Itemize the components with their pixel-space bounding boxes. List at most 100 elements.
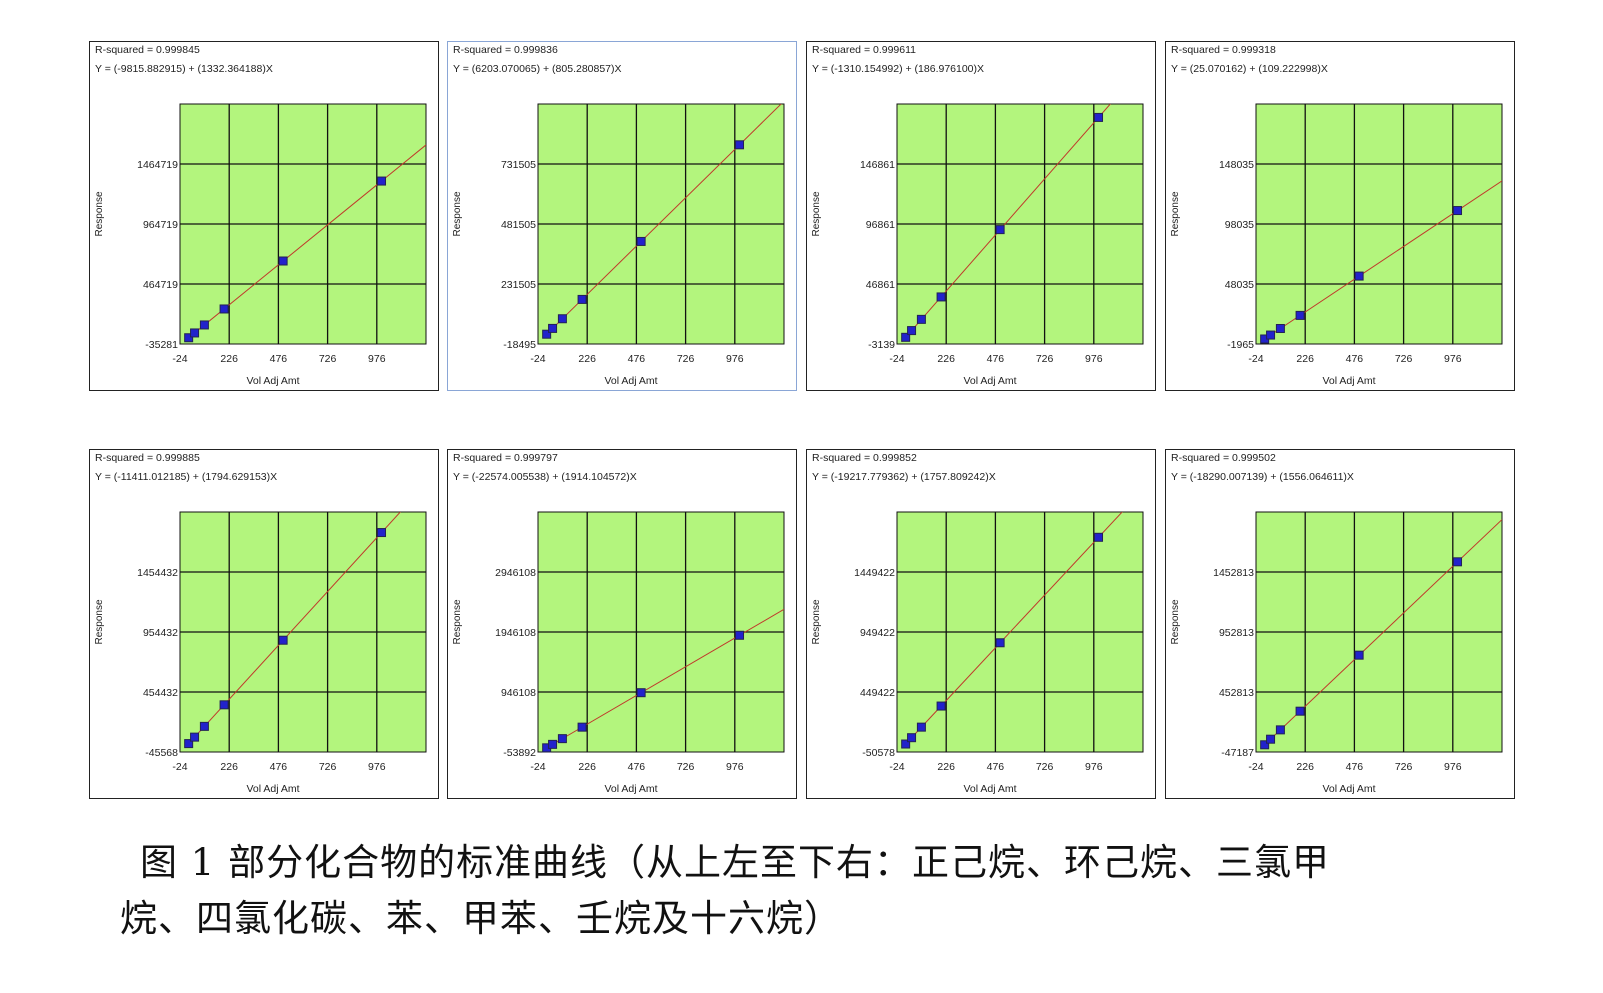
data-point	[636, 236, 646, 246]
y-tick-label: 231505	[501, 279, 536, 291]
data-point	[995, 638, 1005, 648]
data-point	[936, 701, 946, 711]
y-tick-label: 148035	[1219, 159, 1254, 171]
y-axis-label: Response	[94, 599, 105, 644]
data-point	[190, 328, 200, 338]
calibration-chart-5: R-squared = 0.999885 Y = (-11411.012185) …	[89, 449, 439, 799]
data-point	[577, 294, 587, 304]
x-tick-label: 476	[987, 353, 1005, 365]
data-point	[557, 734, 567, 744]
y-axis-label: Response	[811, 191, 822, 236]
x-tick-label: -24	[1248, 353, 1263, 365]
x-tick-label: -24	[172, 353, 187, 365]
data-point	[184, 739, 194, 749]
x-axis-label: Vol Adj Amt	[246, 375, 299, 387]
data-point	[278, 256, 288, 266]
data-point	[1453, 206, 1463, 216]
x-tick-label: 976	[1444, 353, 1462, 365]
data-point	[735, 630, 745, 640]
data-point	[1094, 112, 1104, 122]
y-tick-label: 481505	[501, 219, 536, 231]
figure-caption-line-2: 烷、四氯化碳、苯、甲苯、壬烷及十六烷）	[120, 897, 842, 940]
data-point	[916, 722, 926, 732]
y-axis-label: Response	[811, 599, 822, 644]
regression-equation: Y = (25.070162) + (109.222998)X	[1171, 63, 1328, 75]
data-point	[548, 323, 558, 333]
y-axis-label: Response	[1170, 599, 1181, 644]
calibration-chart-2: R-squared = 0.999836 Y = (6203.070065) + …	[447, 41, 797, 391]
regression-equation: Y = (-22574.005538) + (1914.104572)X	[453, 471, 637, 483]
x-tick-label: 976	[1085, 353, 1103, 365]
regression-equation: Y = (-1310.154992) + (186.976100)X	[812, 63, 985, 75]
x-tick-label: -24	[530, 761, 545, 773]
x-tick-label: 226	[220, 761, 238, 773]
x-tick-label: -24	[530, 353, 545, 365]
x-tick-label: 226	[937, 761, 955, 773]
y-tick-label: 949422	[860, 627, 895, 639]
y-tick-label: 449422	[860, 687, 895, 699]
r-squared-label: R-squared = 0.999611	[812, 44, 917, 56]
y-axis-label: Response	[452, 191, 463, 236]
x-tick-label: 976	[368, 353, 386, 365]
data-point	[557, 314, 567, 324]
x-tick-label: 726	[1395, 761, 1413, 773]
x-tick-label: 226	[1296, 761, 1314, 773]
x-tick-label: 226	[220, 353, 238, 365]
x-tick-label: 976	[1085, 761, 1103, 773]
x-tick-label: 726	[677, 353, 695, 365]
y-tick-label: 952813	[1219, 627, 1254, 639]
y-tick-label: 1452813	[1213, 567, 1254, 579]
figure-caption-line-1: 图 1 部分化合物的标准曲线（从上左至下右：正己烷、环己烷、三氯甲	[140, 841, 1331, 884]
x-tick-label: 976	[1444, 761, 1462, 773]
y-axis-label: Response	[452, 599, 463, 644]
x-tick-label: 226	[937, 353, 955, 365]
x-tick-label: 476	[1346, 353, 1364, 365]
regression-equation: Y = (-9815.882915) + (1332.364188)X	[95, 63, 273, 75]
x-axis-label: Vol Adj Amt	[604, 783, 657, 795]
x-axis-label: Vol Adj Amt	[1322, 375, 1375, 387]
x-axis-label: Vol Adj Amt	[1322, 783, 1375, 795]
y-tick-label: -45568	[145, 747, 178, 759]
y-tick-label: 96861	[866, 219, 895, 231]
r-squared-label: R-squared = 0.999318	[1171, 44, 1276, 56]
y-tick-label: 2946108	[495, 567, 536, 579]
data-point	[219, 304, 229, 314]
chart-svg: -24 226 476 726 976 -50578 449422 949422 1449422…	[811, 511, 1144, 795]
y-tick-label: 146861	[860, 159, 895, 171]
r-squared-label: R-squared = 0.999502	[1171, 452, 1276, 464]
y-tick-label: 98035	[1225, 219, 1254, 231]
y-tick-label: 1946108	[495, 627, 536, 639]
x-tick-label: 726	[319, 761, 337, 773]
chart-svg: -24 226 476 726 976 -18495 231505 481505 731505 V…	[452, 103, 785, 387]
x-tick-label: 476	[987, 761, 1005, 773]
chart-svg: -24 226 476 726 976 -35281 464719 964719 1464719…	[94, 103, 427, 387]
y-tick-label: 454432	[143, 687, 178, 699]
calibration-chart-8: R-squared = 0.999502 Y = (-18290.007139) …	[1165, 449, 1515, 799]
x-tick-label: 976	[368, 761, 386, 773]
y-tick-label: -53892	[503, 747, 536, 759]
chart-svg: -24 226 476 726 976 -1965 48035 98035 148035 Vol …	[1170, 103, 1503, 387]
data-point	[278, 635, 288, 645]
x-axis-label: Vol Adj Amt	[963, 375, 1016, 387]
data-point	[377, 176, 387, 186]
x-tick-label: 226	[578, 761, 596, 773]
data-point	[1266, 330, 1276, 340]
y-tick-label: -47187	[1221, 747, 1254, 759]
x-tick-label: 976	[726, 761, 744, 773]
data-point	[1295, 310, 1305, 320]
data-point	[995, 225, 1005, 235]
r-squared-label: R-squared = 0.999885	[95, 452, 200, 464]
data-point	[1295, 706, 1305, 716]
data-point	[907, 733, 917, 743]
data-point	[199, 320, 209, 330]
x-tick-label: -24	[889, 353, 904, 365]
y-axis-label: Response	[94, 191, 105, 236]
data-point	[901, 739, 911, 749]
data-point	[1094, 532, 1104, 542]
x-tick-label: -24	[1248, 761, 1263, 773]
x-tick-label: 726	[1395, 353, 1413, 365]
regression-equation: Y = (-18290.007139) + (1556.064611)X	[1171, 471, 1354, 483]
x-tick-label: 726	[677, 761, 695, 773]
r-squared-label: R-squared = 0.999845	[95, 44, 200, 56]
data-point	[1354, 650, 1364, 660]
